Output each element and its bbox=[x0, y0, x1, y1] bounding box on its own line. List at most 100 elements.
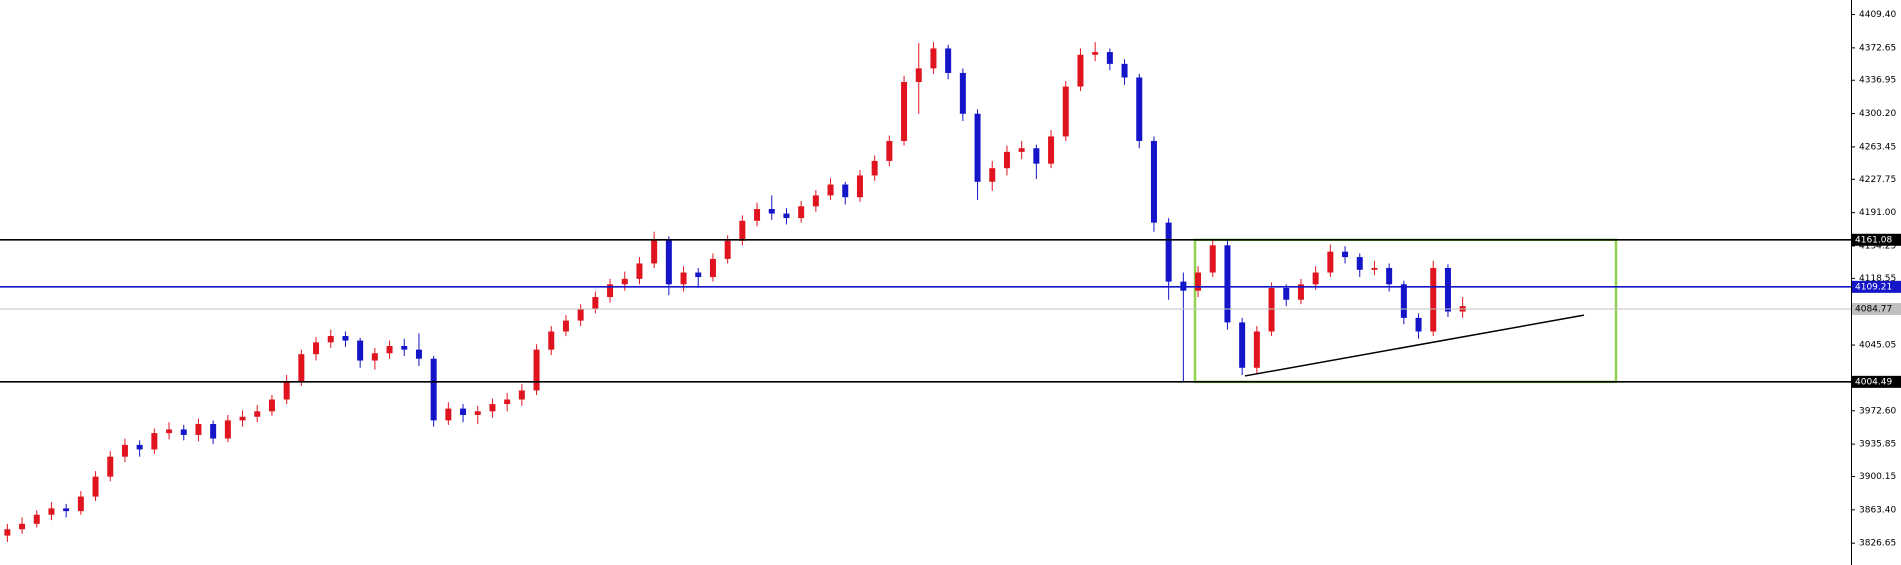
y-tick-label: 4118.55 bbox=[1859, 274, 1896, 284]
candle-body bbox=[1150, 140, 1157, 223]
candle-body bbox=[1371, 267, 1378, 270]
candle-body bbox=[1165, 222, 1172, 282]
level-label: 4004.49 bbox=[1855, 377, 1892, 387]
candle-body bbox=[768, 209, 775, 214]
candle-body bbox=[709, 258, 716, 278]
candle-body bbox=[1253, 331, 1260, 368]
candle-body bbox=[180, 429, 187, 435]
candle-body bbox=[1062, 86, 1069, 137]
candle-body bbox=[1415, 317, 1422, 332]
trend-line bbox=[1244, 314, 1585, 377]
candle-body bbox=[430, 358, 437, 421]
candle-body bbox=[695, 272, 702, 278]
candle-body bbox=[33, 514, 40, 524]
candle-body bbox=[195, 424, 202, 435]
candle-body bbox=[1092, 52, 1099, 55]
candle-body bbox=[989, 168, 996, 182]
candle-body bbox=[1386, 267, 1393, 285]
candle-body bbox=[19, 523, 26, 530]
candle-body bbox=[63, 508, 70, 512]
candle-body bbox=[1136, 77, 1143, 141]
candle-body bbox=[1018, 148, 1025, 152]
y-tick-label: 3900.15 bbox=[1859, 472, 1896, 482]
candle-body bbox=[504, 399, 511, 405]
candle-body bbox=[121, 444, 128, 457]
candle-body bbox=[724, 240, 731, 259]
y-tick-label: 3863.40 bbox=[1859, 505, 1896, 515]
candle-body bbox=[1195, 272, 1202, 291]
candle-body bbox=[680, 272, 687, 285]
candle-body bbox=[739, 220, 746, 241]
candle-body bbox=[886, 140, 893, 161]
candle-body bbox=[1268, 287, 1275, 332]
candle-body bbox=[4, 529, 11, 536]
candle-body bbox=[945, 48, 952, 73]
y-tick-label: 4300.20 bbox=[1859, 109, 1896, 119]
candle-body bbox=[930, 48, 937, 69]
candle-body bbox=[1033, 148, 1040, 164]
candle-body bbox=[518, 390, 525, 400]
candle-body bbox=[1312, 272, 1319, 285]
candle-body bbox=[1048, 136, 1055, 164]
candle-body bbox=[1400, 284, 1407, 318]
candle-body bbox=[1327, 251, 1334, 273]
level-label: 4161.08 bbox=[1855, 235, 1892, 245]
y-tick-label: 4372.65 bbox=[1859, 43, 1896, 53]
y-tick-label: 4263.45 bbox=[1859, 142, 1896, 152]
candle-body bbox=[798, 206, 805, 219]
candle-body bbox=[239, 416, 246, 421]
candle-body bbox=[577, 308, 584, 321]
candle-body bbox=[562, 320, 569, 332]
level-label: 4084.77 bbox=[1855, 305, 1892, 315]
candle-body bbox=[283, 381, 290, 400]
candle-body bbox=[651, 238, 658, 264]
level-label-box bbox=[1852, 303, 1901, 316]
candle-body bbox=[327, 336, 334, 343]
candle-body bbox=[460, 408, 467, 415]
level-label-box bbox=[1852, 280, 1901, 293]
candle-body bbox=[254, 411, 261, 417]
y-tick-label: 4336.95 bbox=[1859, 76, 1896, 86]
candle-body bbox=[621, 278, 628, 285]
y-tick-label: 4154.25 bbox=[1859, 241, 1896, 251]
candle-body bbox=[136, 444, 143, 450]
y-tick-label: 3972.60 bbox=[1859, 406, 1896, 416]
y-tick-label: 4045.05 bbox=[1859, 341, 1896, 351]
candle-body bbox=[92, 476, 99, 497]
candle-body bbox=[548, 331, 555, 350]
candle-body bbox=[856, 175, 863, 198]
candle-body bbox=[1342, 251, 1349, 258]
candle-body bbox=[1121, 63, 1128, 78]
candle-body bbox=[1283, 287, 1290, 300]
y-tick-label: 4409.40 bbox=[1859, 10, 1896, 20]
candle-body bbox=[386, 346, 393, 354]
candle-body bbox=[107, 456, 114, 477]
candle-body bbox=[415, 349, 422, 359]
candle-body bbox=[1430, 267, 1437, 332]
candle-body bbox=[592, 297, 599, 309]
candle-body bbox=[48, 508, 55, 515]
candle-body bbox=[974, 113, 981, 182]
candle-body bbox=[665, 238, 672, 285]
candle-body bbox=[268, 399, 275, 412]
candle-body bbox=[901, 82, 908, 141]
candle-body bbox=[1106, 52, 1113, 64]
candle-body bbox=[533, 349, 540, 391]
level-label-box bbox=[1852, 233, 1901, 246]
y-tick-label: 4227.75 bbox=[1859, 175, 1896, 185]
candle-body bbox=[783, 213, 790, 219]
candle-body bbox=[754, 209, 761, 221]
candle-body bbox=[842, 184, 849, 198]
candle-body bbox=[166, 429, 173, 434]
candle-body bbox=[313, 342, 320, 355]
candle-body bbox=[1003, 151, 1010, 169]
candle-body bbox=[342, 336, 349, 341]
candle-body bbox=[1297, 284, 1304, 300]
candle-body bbox=[1239, 322, 1246, 368]
candle-body bbox=[1077, 54, 1084, 87]
candle-body bbox=[1444, 267, 1451, 312]
y-tick-label: 3826.65 bbox=[1859, 539, 1896, 549]
candle-body bbox=[224, 420, 231, 439]
